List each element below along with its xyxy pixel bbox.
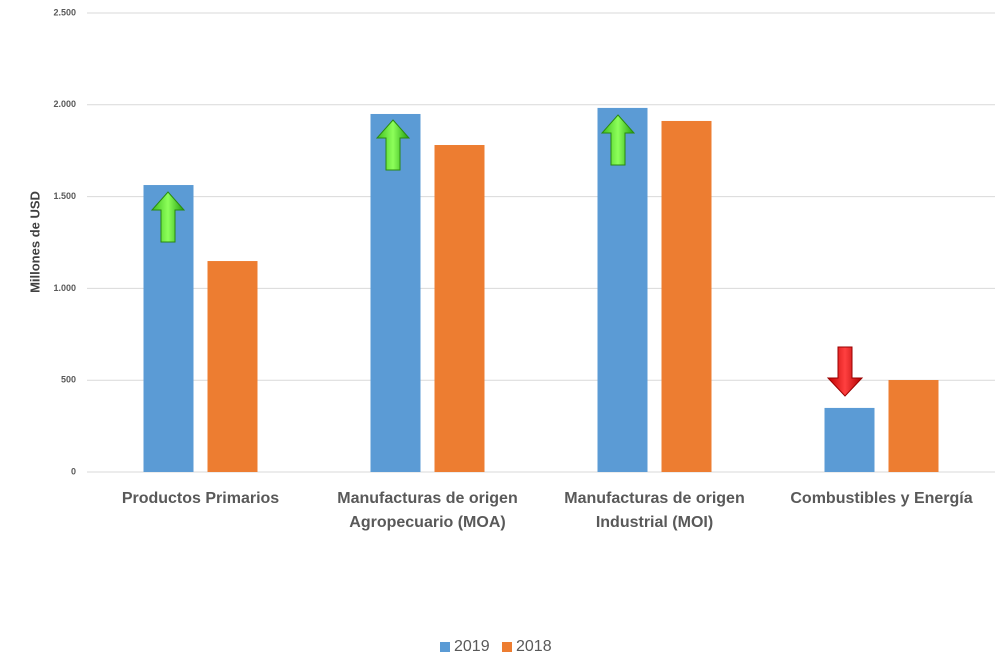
y-axis-label: Millones de USD [27,191,42,293]
x-tick-label: Productos Primarios [121,490,280,507]
bar [661,120,712,473]
bar [888,380,939,472]
y-tick-label: 0 [71,466,76,476]
arrows [150,114,864,397]
bar [434,145,485,472]
x-tick-label: Manufacturas de origen Industrial (MOI) [564,490,745,531]
y-tick-label: 500 [61,375,76,385]
legend-label: 2018 [516,638,552,655]
legend-label: 2019 [454,638,490,655]
y-tick-label: 2.000 [53,99,76,109]
bar [824,407,875,472]
y-tick-label: 1.000 [53,283,76,293]
legend-swatch [440,642,450,652]
bar [207,261,258,472]
y-tick-label: 1.500 [53,191,76,201]
x-tick-label: Combustibles y Energía [790,490,973,507]
up-arrow [150,191,186,243]
legend-swatch [502,642,512,652]
down-arrow [826,346,864,397]
y-tick-label: 2.500 [53,7,76,17]
bar [370,113,421,472]
bar [597,107,648,472]
up-arrow [600,114,636,166]
x-tick-label: Manufacturas de origen Agropecuario (MOA… [337,490,518,531]
up-arrow [375,119,411,171]
